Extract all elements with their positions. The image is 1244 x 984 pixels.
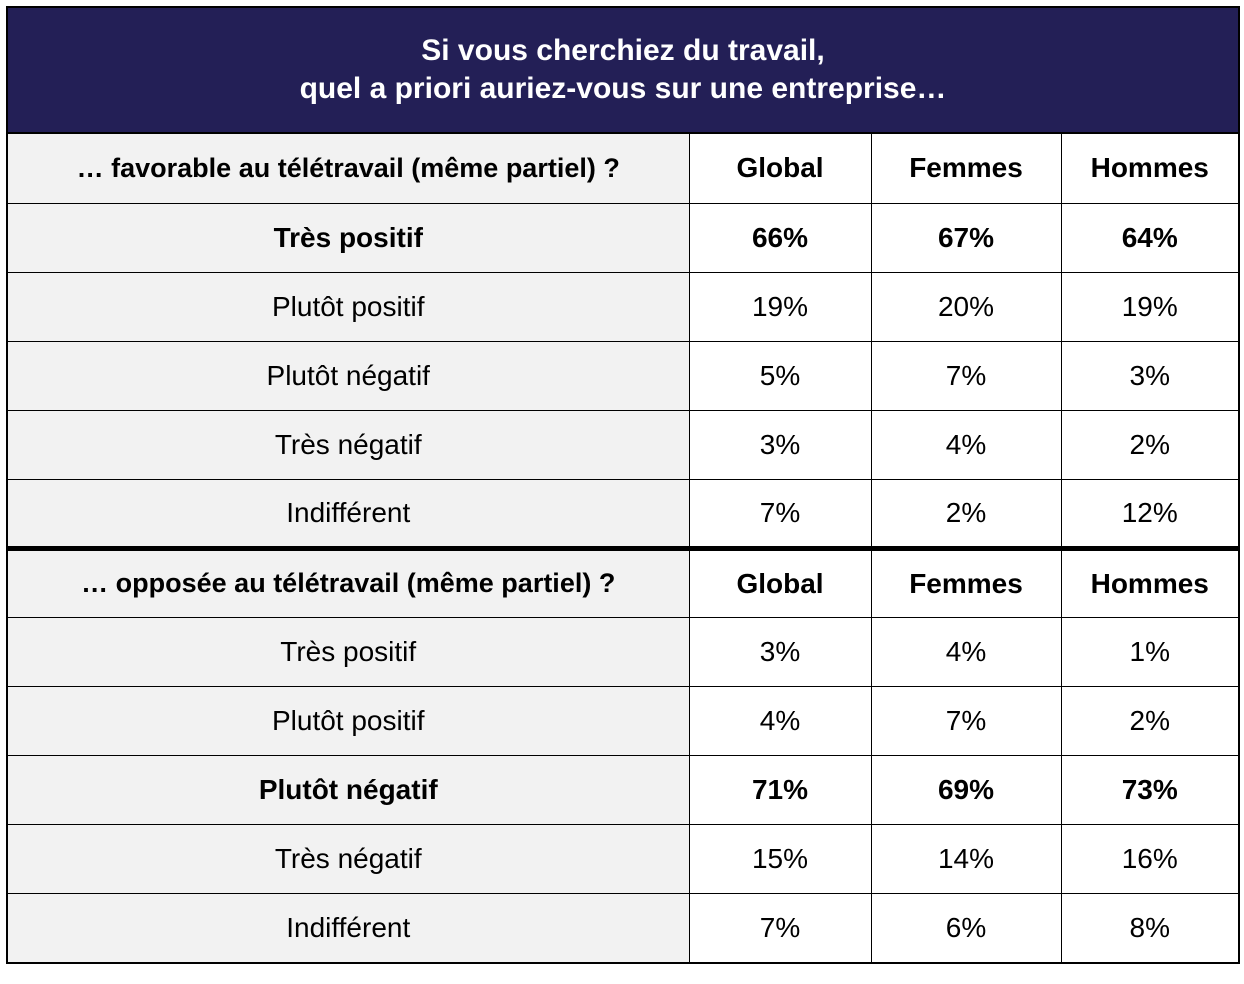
column-header-global: Global <box>688 134 871 203</box>
table-title: Si vous cherchiez du travail, quel a pri… <box>8 8 1238 134</box>
title-line-2: quel a priori auriez-vous sur une entrep… <box>299 72 947 105</box>
cell-hommes: 8% <box>1060 892 1238 962</box>
cell-femmes: 7% <box>870 685 1061 755</box>
section-1-heading: … favorable au télétravail (même partiel… <box>8 134 689 203</box>
table-row: Très négatif 3% 4% 2% <box>8 409 1238 479</box>
column-header-femmes: Femmes <box>870 134 1061 203</box>
cell-femmes: 4% <box>870 409 1061 479</box>
table-row: Très positif 3% 4% 1% <box>8 616 1238 686</box>
row-label: Très négatif <box>8 409 689 479</box>
cell-femmes: 6% <box>870 892 1061 962</box>
row-label: Très positif <box>8 616 689 686</box>
cell-hommes: 12% <box>1060 478 1238 548</box>
section-1-header-row: … favorable au télétravail (même partiel… <box>8 134 1238 203</box>
table-row: Très négatif 15% 14% 16% <box>8 823 1238 893</box>
cell-global: 4% <box>688 685 871 755</box>
row-label: Plutôt positif <box>8 271 689 341</box>
table-row: Très positif 66% 67% 64% <box>8 202 1238 272</box>
cell-femmes: 2% <box>870 478 1061 548</box>
table-row: Indifférent 7% 2% 12% <box>8 478 1238 548</box>
row-label: Très négatif <box>8 823 689 893</box>
cell-hommes: 19% <box>1060 271 1238 341</box>
column-header-hommes: Hommes <box>1060 545 1238 617</box>
row-label: Plutôt négatif <box>8 340 689 410</box>
row-label: Plutôt positif <box>8 685 689 755</box>
cell-global: 19% <box>688 271 871 341</box>
cell-global: 66% <box>688 202 871 272</box>
title-line-1: Si vous cherchiez du travail, <box>421 34 825 67</box>
survey-table-container: Si vous cherchiez du travail, quel a pri… <box>6 6 1240 964</box>
cell-hommes: 73% <box>1060 754 1238 824</box>
cell-global: 71% <box>688 754 871 824</box>
row-label: Plutôt négatif <box>8 754 689 824</box>
column-header-femmes: Femmes <box>870 545 1061 617</box>
results-table: … favorable au télétravail (même partiel… <box>8 134 1238 962</box>
cell-global: 15% <box>688 823 871 893</box>
cell-hommes: 2% <box>1060 685 1238 755</box>
cell-hommes: 1% <box>1060 616 1238 686</box>
table-row: Indifférent 7% 6% 8% <box>8 892 1238 962</box>
cell-femmes: 69% <box>870 754 1061 824</box>
cell-hommes: 16% <box>1060 823 1238 893</box>
table-row: Plutôt positif 4% 7% 2% <box>8 685 1238 755</box>
section-2-heading: … opposée au télétravail (même partiel) … <box>8 545 689 617</box>
cell-global: 3% <box>688 409 871 479</box>
cell-femmes: 4% <box>870 616 1061 686</box>
table-row: Plutôt négatif 71% 69% 73% <box>8 754 1238 824</box>
cell-femmes: 20% <box>870 271 1061 341</box>
column-header-global: Global <box>688 545 871 617</box>
table-row: Plutôt négatif 5% 7% 3% <box>8 340 1238 410</box>
cell-femmes: 14% <box>870 823 1061 893</box>
column-header-hommes: Hommes <box>1060 134 1238 203</box>
cell-hommes: 2% <box>1060 409 1238 479</box>
cell-global: 7% <box>688 478 871 548</box>
table-row: Plutôt positif 19% 20% 19% <box>8 271 1238 341</box>
row-label: Très positif <box>8 202 689 272</box>
cell-global: 5% <box>688 340 871 410</box>
cell-global: 3% <box>688 616 871 686</box>
cell-hommes: 64% <box>1060 202 1238 272</box>
cell-hommes: 3% <box>1060 340 1238 410</box>
cell-global: 7% <box>688 892 871 962</box>
cell-femmes: 7% <box>870 340 1061 410</box>
row-label: Indifférent <box>8 892 689 962</box>
cell-femmes: 67% <box>870 202 1061 272</box>
section-2-header-row: … opposée au télétravail (même partiel) … <box>8 545 1238 617</box>
row-label: Indifférent <box>8 478 689 548</box>
